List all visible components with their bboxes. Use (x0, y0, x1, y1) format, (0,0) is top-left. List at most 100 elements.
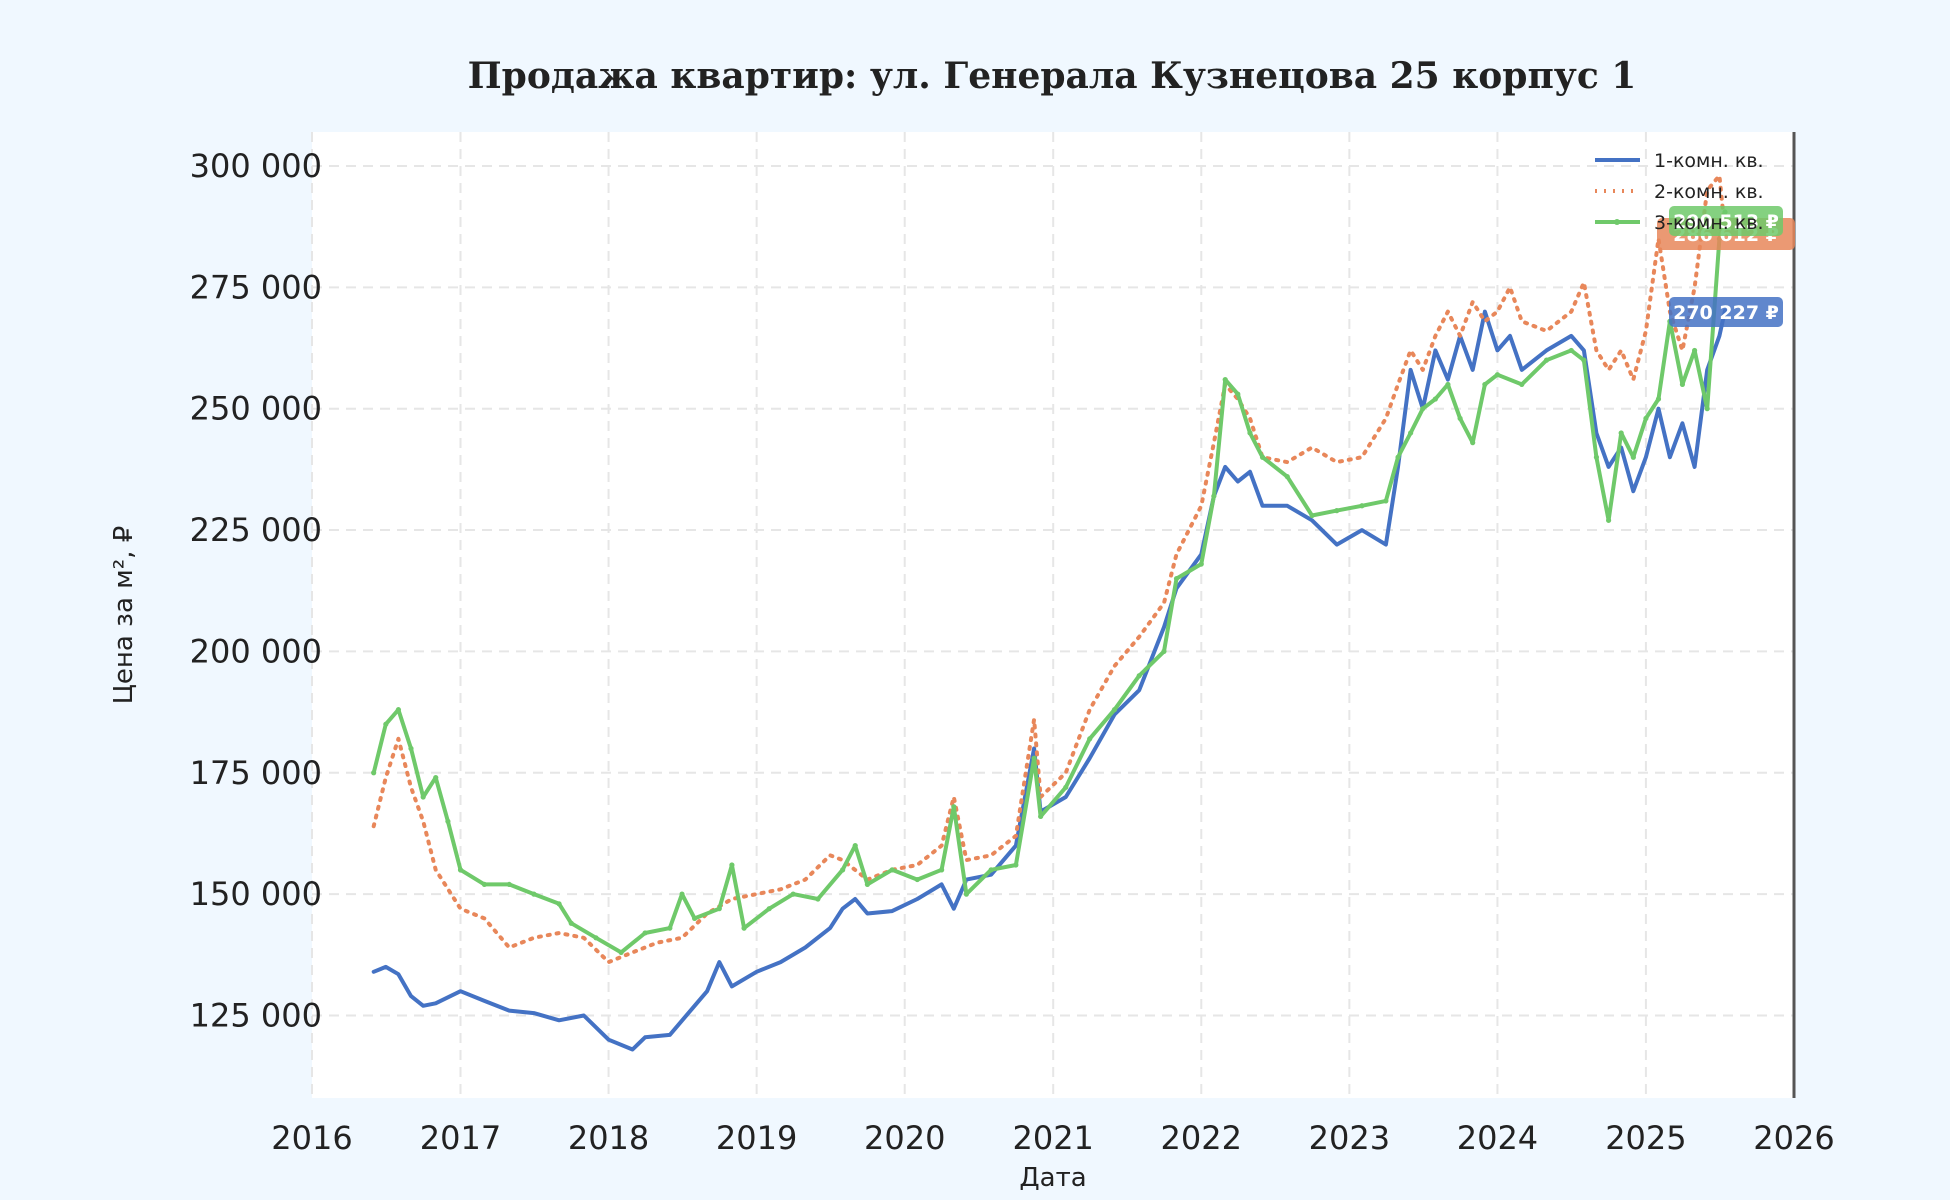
series-point (1334, 508, 1340, 514)
series-point (531, 891, 537, 897)
series-point (481, 881, 488, 888)
series-point (679, 891, 685, 897)
series-point (1494, 372, 1501, 378)
series-point (568, 920, 574, 926)
series-point (716, 906, 722, 912)
series-line-2 (371, 173, 1727, 965)
x-axis-label: Дата (1019, 1163, 1086, 1193)
y-axis-ticks: 125 000 150 000 175 000 200 000 225 000 250 0… (190, 147, 322, 1034)
series-point (667, 925, 673, 931)
series-point (1470, 440, 1476, 446)
series-point (408, 745, 414, 752)
series-point (766, 906, 772, 912)
series-point (939, 867, 945, 873)
series-point (1395, 454, 1401, 460)
x-tick-label: 2017 (420, 1119, 501, 1157)
series-point (1309, 512, 1315, 519)
series-line-1 (371, 308, 1727, 1052)
series-point (1420, 406, 1426, 412)
series-point (1605, 517, 1612, 523)
legend-entry: 1-комн. кв. (1654, 150, 1764, 172)
series-point (1408, 430, 1414, 436)
x-tick-label: 2023 (1309, 1119, 1390, 1157)
y-tick-label: 250 000 (190, 390, 322, 428)
series-point (433, 775, 439, 781)
series-point (506, 881, 512, 888)
series-point (988, 867, 994, 873)
series-point (1136, 673, 1142, 679)
series-point (1038, 813, 1044, 820)
last-value-text: 270 227 ₽ (1673, 302, 1779, 324)
series-point (383, 721, 389, 727)
series-point (914, 876, 920, 883)
x-tick-label: 2021 (1012, 1119, 1093, 1157)
series-point (815, 896, 821, 902)
series-point (1198, 561, 1204, 567)
x-tick-label: 2022 (1161, 1119, 1242, 1157)
y-axis-label: Цена за м², ₽ (109, 526, 139, 705)
y-tick-label: 175 000 (190, 754, 322, 792)
series-point (1568, 347, 1574, 354)
x-tick-label: 2016 (271, 1119, 352, 1157)
grid-lines (311, 132, 1795, 1098)
series-point (1543, 357, 1550, 363)
series-point (1630, 454, 1636, 460)
series-point (1284, 474, 1290, 480)
y-tick-label: 225 000 (190, 511, 322, 549)
series-point (1359, 503, 1365, 509)
series-point (1432, 396, 1438, 402)
series-point (642, 930, 648, 936)
series-point (1031, 755, 1037, 761)
series-point (741, 925, 747, 931)
series-point (1655, 396, 1662, 402)
series-point (1211, 493, 1217, 499)
series-point (1087, 736, 1093, 742)
series-point (371, 770, 377, 776)
series-point (1692, 347, 1698, 354)
series-point (1235, 391, 1241, 397)
x-tick-label: 2020 (864, 1119, 945, 1157)
series-point (556, 901, 562, 907)
legend-entry: 2-комн. кв. (1654, 181, 1764, 203)
series-point (1593, 454, 1600, 460)
series-point (963, 891, 969, 897)
last-value-badge (1669, 297, 1783, 327)
series-point (420, 794, 426, 800)
series-point (1013, 862, 1019, 868)
series-point (445, 818, 451, 824)
y-tick-label: 200 000 (190, 632, 322, 670)
last-value-labels: 286 612 ₽290 513 ₽270 227 ₽ (1657, 206, 1795, 327)
y-tick-label: 125 000 (190, 996, 322, 1034)
legend-entry: 3-комн. кв. (1654, 212, 1764, 234)
series-point (1618, 430, 1624, 436)
series-point (1457, 415, 1463, 422)
series-point (790, 891, 796, 897)
series-point (691, 915, 698, 921)
series-point (1259, 454, 1266, 460)
x-tick-label: 2018 (568, 1119, 649, 1157)
series-point (593, 935, 599, 941)
series-point (1704, 406, 1710, 412)
series-point (1383, 498, 1389, 504)
series-point (1222, 376, 1228, 383)
series-point (1173, 575, 1180, 582)
y-tick-label: 150 000 (190, 875, 322, 913)
series-point (1161, 648, 1167, 655)
x-tick-label: 2025 (1605, 1119, 1686, 1157)
legend-marker (1614, 219, 1620, 225)
series-point (729, 862, 735, 868)
series-lines (371, 173, 1728, 1052)
series-point (951, 804, 957, 810)
series-point (840, 867, 846, 873)
last-value-badge (1669, 206, 1783, 236)
x-tick-label: 2026 (1753, 1119, 1834, 1157)
series-point (1679, 381, 1686, 388)
series-point (1063, 784, 1069, 790)
x-tick-label: 2019 (716, 1119, 797, 1157)
series-point (1111, 707, 1118, 713)
series-point (457, 867, 464, 873)
series-point (864, 881, 870, 888)
last-value-text: 290 513 ₽ (1673, 211, 1779, 233)
